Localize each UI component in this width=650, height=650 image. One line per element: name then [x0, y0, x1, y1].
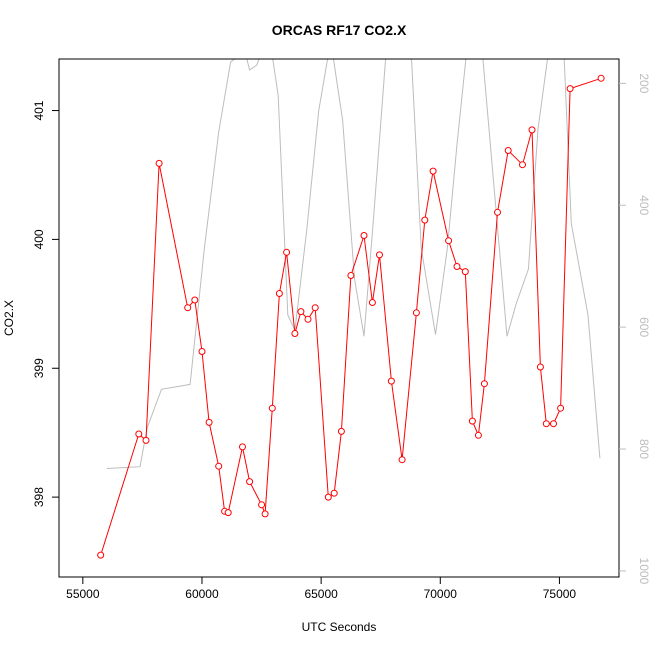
data-point-5 — [191, 296, 199, 304]
data-point-21 — [311, 304, 319, 312]
data-point-16 — [275, 290, 283, 297]
data-point-19 — [297, 308, 305, 316]
x-tick-label-1: 60000 — [185, 587, 219, 601]
data-point-18 — [291, 330, 299, 337]
data-point-2 — [142, 436, 150, 444]
data-point-10 — [224, 509, 232, 517]
y2-tick-label-0: 200 — [637, 73, 650, 93]
data-point-35 — [453, 263, 461, 270]
data-point-3 — [155, 159, 163, 167]
data-point-13 — [258, 501, 266, 509]
data-point-25 — [347, 272, 355, 279]
data-point-43 — [528, 126, 536, 134]
data-point-29 — [387, 377, 395, 385]
y-axis-label: CO2.X — [2, 300, 16, 336]
x-axis: 55000 60000 65000 70000 75000 — [66, 577, 576, 601]
data-point-22 — [324, 493, 332, 501]
data-point-39 — [480, 380, 488, 388]
y2-tick-label-1: 400 — [637, 195, 650, 215]
data-point-34 — [445, 237, 453, 245]
data-point-11 — [239, 443, 246, 451]
grey-series-path — [106, 59, 601, 469]
data-point-7 — [205, 418, 213, 426]
x-axis-label: UTC Seconds — [302, 620, 377, 634]
data-point-47 — [557, 404, 565, 412]
grey-series-line — [106, 59, 601, 469]
data-point-26 — [360, 232, 368, 239]
data-point-8 — [215, 462, 223, 470]
x-tick-label-4: 75000 — [543, 587, 577, 601]
plot-frame — [58, 58, 620, 578]
data-point-1 — [135, 430, 143, 438]
data-point-32 — [421, 216, 429, 224]
data-point-46 — [550, 420, 557, 428]
data-point-44 — [536, 363, 544, 371]
y-axis: 398 399 400 401 — [32, 100, 59, 507]
data-point-0 — [97, 551, 105, 559]
y2-axis: 200 400 600 800 1000 — [619, 73, 650, 585]
data-point-6 — [198, 348, 206, 355]
data-point-20 — [304, 315, 312, 323]
x-tick-label-3: 70000 — [424, 587, 458, 601]
data-point-31 — [412, 309, 420, 317]
data-point-49 — [597, 74, 605, 82]
data-point-30 — [398, 456, 406, 464]
data-point-14 — [261, 510, 269, 518]
chart-title: ORCAS RF17 CO2.X — [272, 22, 407, 38]
data-point-33 — [429, 167, 437, 175]
data-point-12 — [246, 478, 254, 486]
data-point-24 — [337, 427, 345, 435]
data-point-23 — [330, 489, 338, 497]
data-point-41 — [504, 147, 512, 154]
red-series-markers — [97, 74, 605, 559]
data-point-17 — [283, 248, 291, 256]
data-point-27 — [368, 299, 376, 306]
y2-tick-label-3: 800 — [637, 439, 650, 459]
data-point-42 — [519, 161, 526, 169]
data-point-15 — [268, 404, 276, 412]
y-tick-label-1: 399 — [32, 358, 46, 378]
data-point-40 — [494, 208, 501, 216]
y2-tick-label-2: 600 — [637, 317, 650, 337]
data-point-28 — [376, 251, 383, 259]
data-point-48 — [566, 85, 574, 93]
x-tick-label-2: 65000 — [304, 587, 338, 601]
y-tick-label-3: 401 — [32, 100, 46, 120]
y-tick-label-0: 398 — [32, 487, 46, 507]
red-series-line — [100, 77, 602, 556]
data-point-45 — [542, 420, 550, 428]
y2-tick-label-4: 1000 — [637, 558, 650, 585]
data-point-38 — [474, 431, 482, 439]
data-point-4 — [184, 304, 192, 312]
data-point-37 — [468, 417, 476, 425]
y-tick-label-2: 400 — [32, 229, 46, 249]
x-tick-label-0: 55000 — [66, 587, 100, 601]
red-series-path — [100, 77, 602, 556]
data-point-36 — [461, 268, 469, 276]
